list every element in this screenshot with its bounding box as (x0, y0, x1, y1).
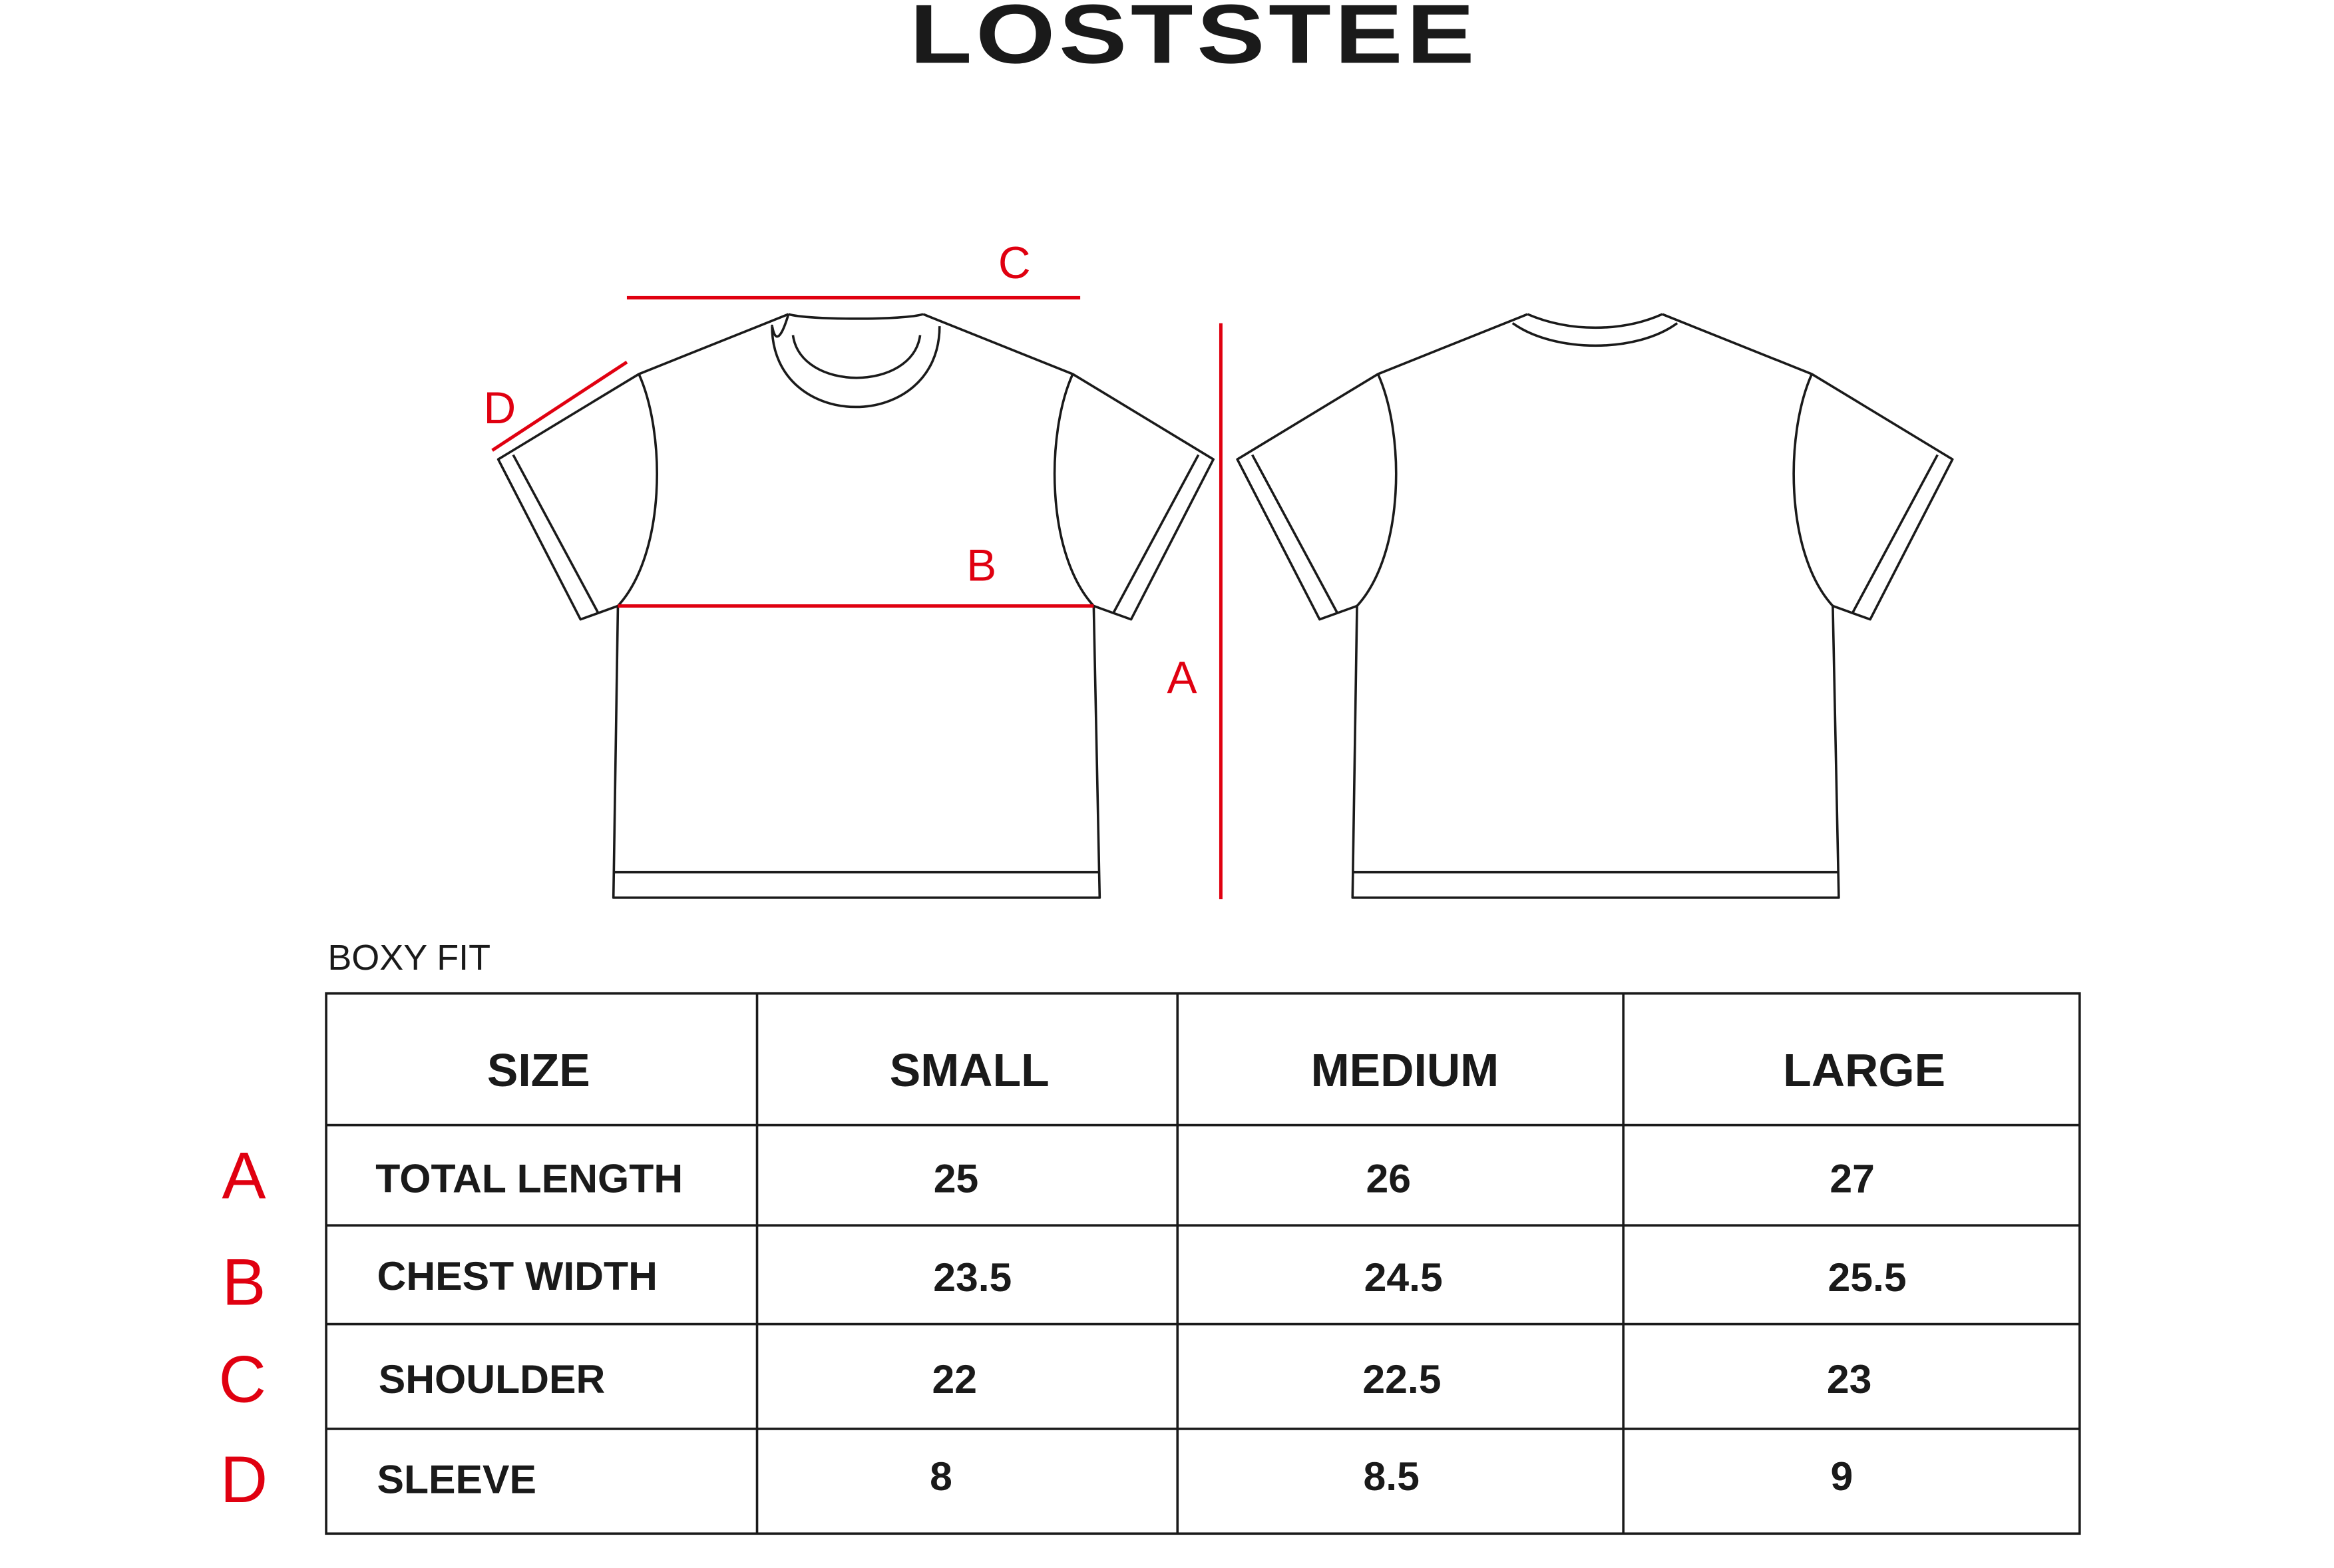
cell-small: 8 (930, 1454, 952, 1499)
brand-logo: LOSTSTEE (910, 0, 1478, 81)
row-key: A (222, 1139, 266, 1213)
table-row: B CHEST WIDTH 23.5 24.5 25.5 (222, 1245, 1906, 1318)
size-table: SIZE SMALL MEDIUM LARGE A TOTAL LENGTH 2… (218, 992, 2081, 1535)
cell-medium: 8.5 (1364, 1454, 1420, 1499)
cell-medium: 22.5 (1362, 1356, 1441, 1402)
measurement-markers: C D B A (484, 238, 1223, 900)
header-small: SMALL (890, 1044, 1050, 1096)
back-shirt-drawing (1236, 313, 1954, 899)
sleeve-line-d (491, 360, 628, 452)
table-row: A TOTAL LENGTH 25 26 27 (222, 1139, 1874, 1213)
row-label: TOTAL LENGTH (375, 1156, 683, 1201)
header-size: SIZE (487, 1044, 590, 1096)
cell-small: 25 (934, 1156, 979, 1201)
cell-large: 25.5 (1828, 1255, 1907, 1300)
fit-label: BOXY FIT (327, 938, 490, 978)
cell-large: 23 (1827, 1356, 1872, 1402)
header-large: LARGE (1783, 1044, 1945, 1096)
row-label: CHEST WIDTH (377, 1253, 658, 1298)
row-label: SHOULDER (379, 1356, 606, 1402)
label-b: B (966, 540, 996, 590)
cell-small: 22 (932, 1356, 978, 1402)
row-key: D (220, 1442, 268, 1516)
cell-large: 27 (1830, 1156, 1875, 1201)
cell-small: 23.5 (933, 1255, 1012, 1300)
row-key: C (218, 1342, 266, 1416)
front-shirt-drawing (496, 313, 1215, 899)
row-label: SLEEVE (377, 1457, 536, 1502)
label-a: A (1167, 653, 1197, 703)
table-row: D SLEEVE 8 8.5 9 (220, 1442, 1853, 1516)
cell-large: 9 (1831, 1454, 1853, 1499)
cell-medium: 24.5 (1364, 1255, 1443, 1300)
cell-medium: 26 (1366, 1156, 1411, 1201)
table-row: C SHOULDER 22 22.5 23 (218, 1342, 1871, 1416)
header-medium: MEDIUM (1311, 1044, 1499, 1096)
row-key: B (222, 1245, 266, 1318)
label-c: C (998, 238, 1031, 288)
label-d: D (484, 383, 516, 433)
